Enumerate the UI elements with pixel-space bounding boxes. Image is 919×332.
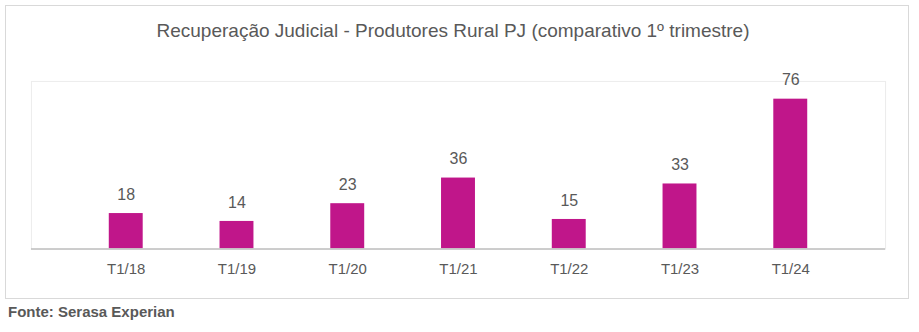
svg-text:T1/18: T1/18	[107, 260, 145, 277]
svg-text:T1/20: T1/20	[329, 260, 367, 277]
svg-text:15: 15	[560, 192, 578, 209]
svg-text:T1/21: T1/21	[439, 260, 477, 277]
svg-text:T1/23: T1/23	[661, 260, 699, 277]
svg-text:23: 23	[339, 176, 357, 193]
svg-text:T1/24: T1/24	[772, 260, 810, 277]
svg-text:14: 14	[228, 194, 246, 211]
svg-text:T1/19: T1/19	[218, 260, 256, 277]
svg-text:76: 76	[782, 71, 800, 88]
html-text:Fonte: Serasa Experian: Fonte: Serasa Experian	[8, 303, 175, 320]
svg-text:T1/22: T1/22	[550, 260, 588, 277]
svg-text:18: 18	[117, 186, 135, 203]
html-text:Recuperação Judicial - Produto: Recuperação Judicial - Produtores Rural …	[156, 20, 750, 41]
svg-text:33: 33	[671, 156, 689, 173]
svg-text:36: 36	[450, 150, 468, 167]
